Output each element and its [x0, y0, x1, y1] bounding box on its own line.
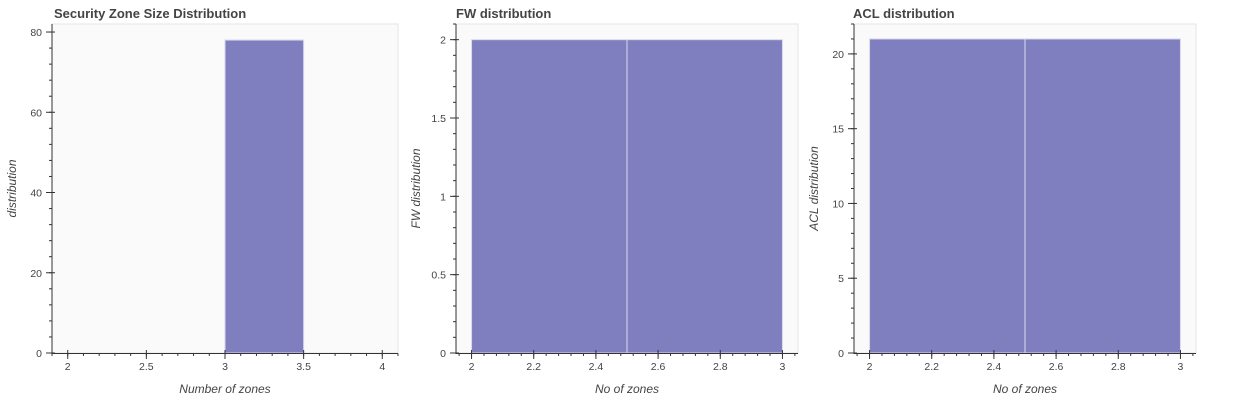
y-axis-label: ACL distribution — [807, 146, 821, 232]
y-tick-label: 15 — [832, 124, 844, 136]
histogram-bar — [471, 39, 628, 354]
chart-fw: 2 2.2 2.4 2.6 2.8 3 0 0.5 1 1.5 2 FW distribution No… — [409, 6, 799, 396]
histogram-bar — [224, 39, 305, 354]
x-tick-label: 2 — [867, 361, 873, 373]
y-tick-label: 5 — [838, 273, 844, 285]
chart-title: FW distribution — [456, 6, 551, 21]
x-tick-label: 2.8 — [1111, 361, 1126, 373]
y-tick-label: 10 — [832, 198, 844, 210]
x-axis-label: Number of zones — [179, 382, 270, 396]
y-tick-label: 0 — [838, 348, 844, 360]
x-tick-label: 3 — [1178, 361, 1184, 373]
x-tick-label: 2.4 — [987, 361, 1002, 373]
x-tick-label: 2.6 — [1049, 361, 1064, 373]
x-tick-label: 4 — [379, 361, 385, 373]
chart-title: Security Zone Size Distribution — [54, 6, 246, 21]
y-tick-label: 20 — [30, 268, 42, 280]
x-tick-label: 3 — [780, 361, 786, 373]
x-tick-label: 3 — [222, 361, 228, 373]
x-tick-label: 2.8 — [713, 361, 728, 373]
x-tick-label: 2.2 — [526, 361, 541, 373]
y-axis-label: distribution — [5, 159, 19, 217]
histogram-bar — [869, 38, 1026, 354]
chart-title: ACL distribution — [853, 6, 955, 21]
x-tick-label: 2.4 — [589, 361, 604, 373]
y-tick-label: 1 — [440, 191, 446, 203]
y-tick-label: 80 — [30, 27, 42, 39]
y-tick-label: 20 — [832, 49, 844, 61]
x-axis-label: No of zones — [595, 382, 659, 396]
histogram-bar — [1024, 38, 1181, 354]
y-tick-label: 0.5 — [431, 270, 446, 282]
x-tick-label: 2 — [65, 361, 71, 373]
x-axis-label: No of zones — [993, 382, 1057, 396]
y-tick-label: 1.5 — [431, 113, 446, 125]
x-tick-label: 2.5 — [139, 361, 154, 373]
x-tick-label: 2.6 — [651, 361, 666, 373]
y-axis-label: FW distribution — [409, 148, 423, 228]
x-tick-label: 3.5 — [296, 361, 311, 373]
chart-acl: 2 2.2 2.4 2.6 2.8 3 0 5 10 15 20 ACL distribution No… — [807, 6, 1197, 396]
y-tick-label: 60 — [30, 107, 42, 119]
y-tick-label: 0 — [36, 348, 42, 360]
histogram-bar — [626, 39, 783, 354]
x-tick-label: 2 — [469, 361, 475, 373]
y-tick-label: 2 — [440, 35, 446, 47]
y-tick-label: 40 — [30, 188, 42, 200]
x-tick-label: 2.2 — [924, 361, 939, 373]
y-tick-label: 0 — [440, 348, 446, 360]
